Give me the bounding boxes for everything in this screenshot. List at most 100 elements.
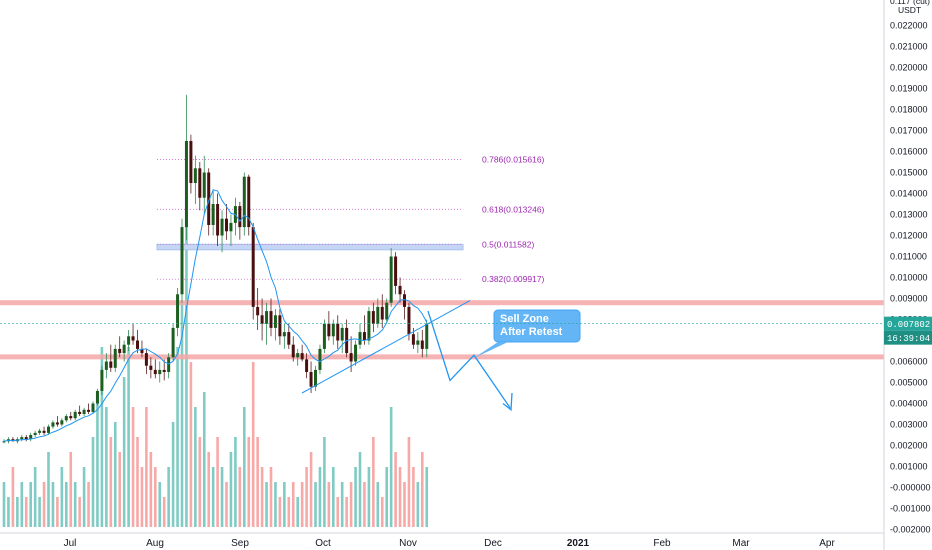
candle-body (38, 430, 42, 433)
candle-body (167, 357, 171, 372)
currency-label-top: 0.117 (cut) (890, 0, 930, 6)
y-tick-label: 0.012000 (890, 231, 928, 241)
candle-body (251, 227, 255, 307)
candle-body (411, 334, 415, 345)
volume-bar (96, 392, 99, 527)
y-tick-label: 0.004000 (890, 399, 928, 409)
candle-body (109, 361, 113, 368)
candle-body (216, 204, 220, 236)
candle-body (282, 332, 286, 337)
volume-bar (127, 347, 130, 527)
volume-bar (345, 497, 348, 527)
candle-body (20, 437, 24, 440)
volume-bar (109, 437, 113, 527)
volume-bar (162, 497, 166, 527)
volume-bar (398, 467, 402, 527)
volume-bar (407, 437, 411, 527)
candle-body (314, 369, 317, 387)
horizontal-level-0 (0, 300, 884, 306)
candle-body (287, 332, 291, 345)
last-price-label: 0.007802 (887, 320, 930, 330)
callout-tail (474, 342, 508, 358)
candle-body (300, 353, 304, 360)
candle-body (24, 437, 28, 440)
candle-body (87, 409, 91, 412)
volume-bar (332, 467, 335, 527)
candle-body (82, 409, 86, 414)
volume-bar (140, 467, 144, 527)
y-tick-label: 0.003000 (890, 420, 928, 430)
zone-layer (0, 243, 884, 360)
moving-average-line (3, 189, 428, 442)
volume-bar (385, 467, 388, 527)
candle-body (171, 327, 175, 358)
volume-bar (349, 482, 353, 527)
volume-bar (296, 497, 299, 527)
candle-body (407, 306, 411, 335)
fib-label: 0.786(0.015616) (482, 155, 545, 165)
y-tick-label: 0.002000 (890, 441, 928, 451)
volume-bar (56, 497, 59, 527)
volume-bar (189, 362, 193, 527)
volume-bar (220, 467, 224, 527)
y-tick-label: 0.011000 (890, 252, 927, 262)
candle-body (60, 420, 64, 425)
volume-bar (363, 482, 366, 527)
candle-body (273, 315, 277, 328)
volume-bar (416, 482, 420, 527)
volume-bar (323, 437, 326, 527)
candle-body (144, 353, 148, 366)
candle-body (136, 340, 139, 349)
candle-body (180, 227, 184, 295)
candle-body (131, 336, 135, 341)
candle-body (362, 332, 366, 341)
candle-body (122, 344, 126, 354)
candle-body (78, 411, 82, 414)
volume-bar (16, 497, 19, 527)
y-tick-label: 0.001000 (890, 462, 928, 472)
volume-bar (105, 407, 108, 527)
volume-bar (65, 482, 68, 527)
volume-bar (389, 407, 393, 527)
candle-body (207, 172, 211, 225)
callout-box (493, 309, 581, 343)
candle-body (33, 432, 37, 435)
candle-body (64, 416, 68, 421)
candle-body (202, 172, 206, 198)
candle-body (176, 294, 180, 328)
candle-body (100, 369, 104, 391)
volume-bar (318, 467, 322, 527)
y-tick-label: 0.021000 (890, 42, 928, 52)
volume-bar (238, 467, 242, 527)
y-tick-label: 0.022000 (890, 21, 928, 31)
volume-bar (131, 407, 135, 527)
volume-bar (412, 467, 415, 527)
candle-body (278, 315, 282, 337)
candle-body (140, 348, 144, 354)
volume-bar (256, 437, 259, 527)
volume-bar (73, 482, 77, 527)
fib-layer: 0.786(0.015616) 0.618(0.013246) 0.5(0.0115… (157, 155, 545, 284)
x-tick-label: 2021 (567, 538, 590, 549)
candle-body (47, 426, 50, 433)
volume-bar (20, 482, 24, 527)
last-price-badge (884, 316, 932, 331)
volume-bar (2, 482, 6, 527)
ma-layer (3, 189, 428, 442)
y-tick-label: -0.000000 (890, 483, 931, 493)
candle-body (158, 369, 162, 375)
volume-bar (87, 482, 90, 527)
volume-bar (154, 467, 157, 527)
volume-bar (38, 497, 41, 527)
volume-bar (278, 497, 282, 527)
candle-body (162, 369, 166, 372)
candle-body (376, 306, 380, 324)
fib-label: 0.5(0.011582) (482, 239, 534, 249)
volume-bar (29, 482, 32, 527)
volume-bar (340, 482, 344, 527)
candle-body (327, 323, 331, 337)
